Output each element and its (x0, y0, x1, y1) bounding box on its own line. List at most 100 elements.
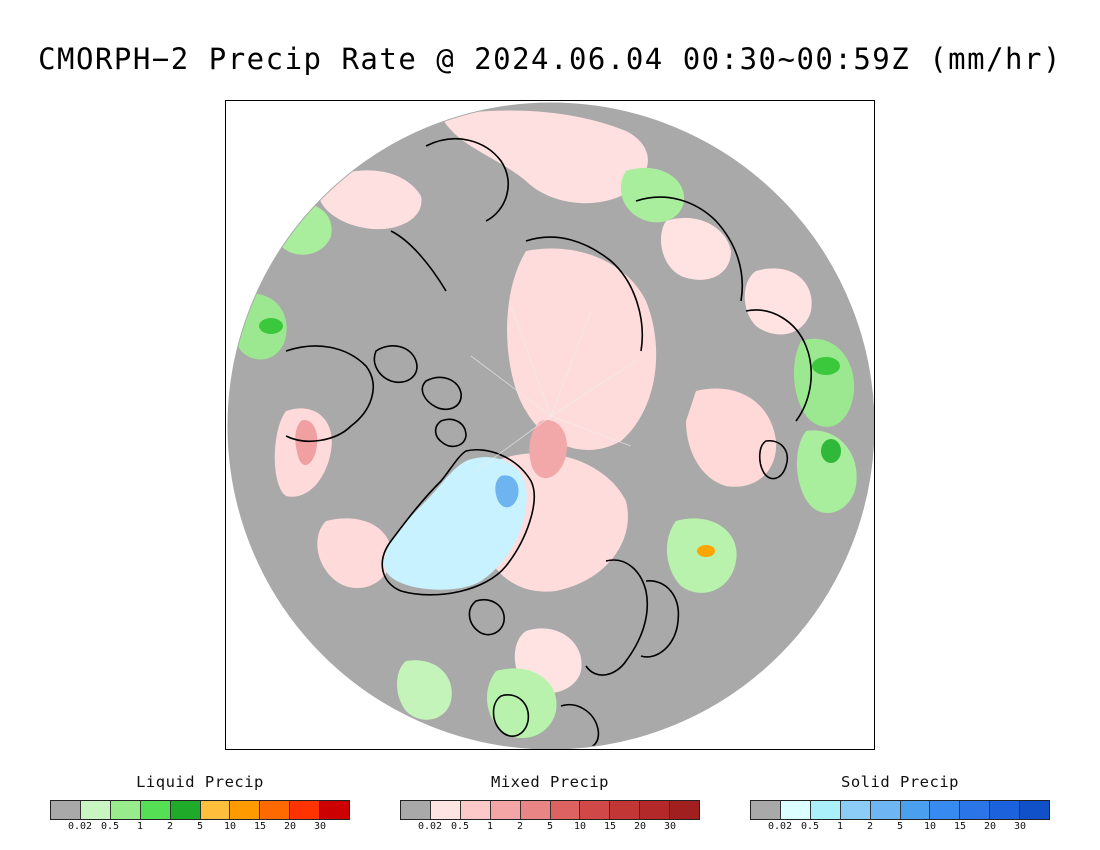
page-title: CMORPH−2 Precip Rate @ 2024.06.04 00:30~… (38, 42, 1062, 76)
polar-streaks (470, 305, 637, 472)
solid-precip-moderate (495, 475, 519, 508)
liquid-precip-heavy (812, 357, 840, 375)
scandinavia-coast (585, 559, 649, 676)
legend-mixed: Mixed Precip 0.02 0.5 1 2 5 10 15 20 30 (400, 772, 700, 835)
liquid-tick-label: 10 (223, 821, 237, 832)
mixed-swatch-3 (490, 801, 521, 819)
solid-tick-label: 20 (983, 821, 997, 832)
map-svg (227, 102, 874, 749)
mixed-precip-area (744, 268, 812, 335)
mixed-swatch-0 (401, 801, 431, 819)
legend-title: Liquid Precip (136, 773, 264, 791)
solid-tick-label: 0.02 (767, 821, 793, 832)
liquid-precip-intense (697, 545, 715, 557)
liquid-tick-label: 30 (313, 821, 327, 832)
tick-labels: 0.02 0.5 1 2 5 10 15 20 30 (400, 821, 700, 835)
liquid-tick-label: 15 (253, 821, 267, 832)
liquid-swatch-1 (80, 801, 111, 819)
russia-coast (745, 309, 812, 422)
greenland-coast (381, 449, 535, 596)
legend-title: Mixed Precip (491, 773, 609, 791)
mixed-precip-area (441, 110, 648, 204)
liquid-precip-area (486, 668, 557, 739)
liquid-precip-area (793, 338, 855, 427)
liquid-tick-label: 20 (283, 821, 297, 832)
liquid-swatch-7 (260, 801, 291, 819)
scandinavia-coast (640, 580, 680, 658)
color-bar (400, 800, 700, 820)
legend-liquid: Liquid Precip 0.02 0.5 1 2 5 10 15 20 30 (50, 772, 350, 835)
mixed-precip-area (507, 248, 657, 450)
mixed-tick-label: 5 (546, 821, 554, 832)
mixed-swatch-7 (610, 801, 641, 819)
coastlines (285, 138, 812, 749)
mixed-swatch-8 (640, 801, 671, 819)
solid-tick-label: 10 (923, 821, 937, 832)
mixed-precip-moderate (529, 420, 567, 479)
mixed-precip-area (318, 170, 422, 230)
legend-title: Solid Precip (841, 773, 959, 791)
iceland-coast (468, 599, 505, 636)
mixed-tick-label: 10 (573, 821, 587, 832)
mixed-swatch-9 (670, 801, 700, 819)
mixed-swatch-2 (460, 801, 491, 819)
solid-tick-label: 0.5 (800, 821, 820, 832)
tick-labels: 0.02 0.5 1 2 5 10 15 20 30 (750, 821, 1050, 835)
liquid-swatch-9 (320, 801, 350, 819)
solid-swatch-0 (751, 801, 781, 819)
legend-solid: Solid Precip 0.02 0.5 1 2 5 10 15 20 30 (750, 772, 1050, 835)
mixed-tick-label: 0.02 (417, 821, 443, 832)
liquid-precip-area (796, 430, 857, 514)
liquid-swatch-8 (290, 801, 321, 819)
liquid-swatch-4 (170, 801, 201, 819)
alaska-coast (425, 138, 510, 222)
novaya-zemlya-coast (758, 440, 788, 480)
solid-swatch-8 (990, 801, 1021, 819)
uk-coast (492, 694, 530, 737)
solid-swatch-9 (1020, 801, 1050, 819)
solid-swatch-1 (780, 801, 811, 819)
canada-coast (285, 345, 375, 442)
solid-swatch-3 (840, 801, 871, 819)
island-coast (421, 376, 462, 411)
liquid-precip-area (620, 167, 685, 223)
mixed-precip-area (661, 217, 731, 280)
mixed-tick-label: 20 (633, 821, 647, 832)
solid-tick-label: 5 (896, 821, 904, 832)
mixed-tick-label: 2 (516, 821, 524, 832)
solid-swatch-2 (810, 801, 841, 819)
mixed-swatch-5 (550, 801, 581, 819)
solid-swatch-7 (960, 801, 991, 819)
solid-tick-label: 2 (866, 821, 874, 832)
precip-fields (231, 110, 857, 749)
liquid-tick-label: 0.02 (67, 821, 93, 832)
mixed-precip-area (686, 388, 777, 487)
island-coast (373, 345, 418, 383)
liquid-precip-area (397, 660, 452, 720)
liquid-tick-label: 2 (166, 821, 174, 832)
mixed-swatch-6 (580, 801, 611, 819)
color-bar (750, 800, 1050, 820)
solid-tick-label: 15 (953, 821, 967, 832)
siberia-coast (635, 196, 744, 302)
liquid-swatch-3 (140, 801, 171, 819)
siberia-coast (525, 236, 644, 352)
liquid-swatch-2 (110, 801, 141, 819)
liquid-swatch-5 (200, 801, 231, 819)
color-bar (50, 800, 350, 820)
polar-precip-map (225, 100, 875, 750)
solid-swatch-6 (930, 801, 961, 819)
mixed-swatch-1 (430, 801, 461, 819)
mixed-tick-label: 15 (603, 821, 617, 832)
liquid-precip-heavy (259, 318, 283, 334)
solid-precip-area (384, 457, 527, 590)
solid-swatch-4 (870, 801, 901, 819)
solid-tick-label: 1 (836, 821, 844, 832)
liquid-swatch-6 (230, 801, 261, 819)
mixed-tick-label: 1 (486, 821, 494, 832)
map-edge (227, 102, 874, 749)
border-line (390, 230, 447, 292)
mixed-precip-area (317, 518, 392, 589)
liquid-tick-label: 5 (196, 821, 204, 832)
island-coast (434, 418, 467, 448)
